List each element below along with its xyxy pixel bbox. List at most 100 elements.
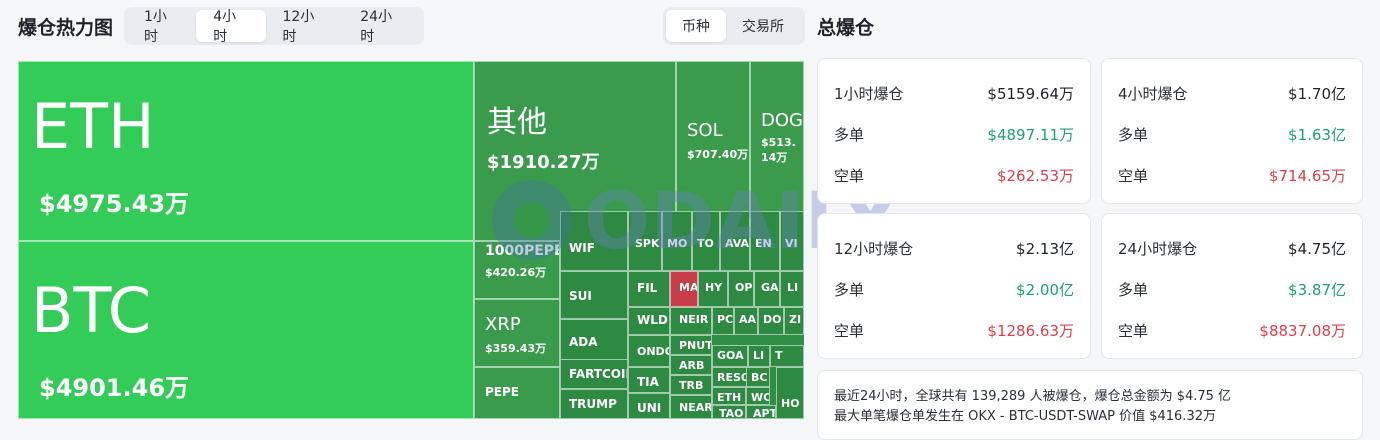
tile-symbol: FARTCOIN <box>569 367 627 381</box>
treemap-tile-t[interactable]: T <box>770 345 804 367</box>
treemap-tile-eth[interactable]: ETH $4975.43万 <box>18 61 474 241</box>
tile-symbol: OP <box>735 281 753 294</box>
treemap-tile-fartcoin[interactable]: FARTCOIN <box>560 359 628 389</box>
treemap-tile-pepe[interactable]: PEPE <box>474 367 560 419</box>
long-label: 多单 <box>834 281 865 299</box>
tab-4h[interactable]: 4小时 <box>196 9 266 45</box>
long-value: $3.87亿 <box>1288 281 1346 299</box>
treemap-tile-pnut[interactable]: PNUT <box>670 335 712 355</box>
treemap-tile-spk[interactable]: SPK <box>628 211 662 271</box>
tab-1h[interactable]: 1小时 <box>144 9 167 45</box>
treemap-tile-li[interactable]: LI <box>780 271 804 307</box>
long-label: 多单 <box>834 126 865 144</box>
tile-symbol: ARB <box>679 359 705 372</box>
treemap-tile-trump[interactable]: TRUMP <box>560 389 628 419</box>
treemap-tile-aa[interactable]: AA <box>734 307 758 335</box>
tile-symbol: WIF <box>569 241 595 255</box>
tile-symbol: TRUMP <box>569 397 617 411</box>
treemap-tile-zi[interactable]: ZI <box>784 307 804 335</box>
heatmap-title: 爆仓热力图 <box>18 17 114 39</box>
summary-card-4h: 4小时爆仓 $1.70亿 多单 $1.63亿 空单 $714.65万 <box>1101 58 1363 204</box>
tile-amount: $513.14万 <box>761 136 796 164</box>
short-label: 空单 <box>834 167 865 185</box>
treemap-tile-sui[interactable]: SUI <box>560 271 628 319</box>
treemap-tile-pc[interactable]: PC <box>712 307 734 335</box>
card-title: 12小时爆仓 <box>834 240 914 258</box>
treemap-tile-1000pepe[interactable]: 1000PEPE $420.26万 <box>474 241 560 299</box>
treemap-tile-xrp[interactable]: XRP $359.43万 <box>474 299 560 367</box>
tile-symbol: GOA <box>717 349 744 362</box>
tile-symbol: FIL <box>637 281 658 295</box>
tile-symbol: NEAR <box>679 401 712 414</box>
long-label: 多单 <box>1118 281 1149 299</box>
treemap-tile-op[interactable]: OP <box>728 271 754 307</box>
treemap-tile-arb[interactable]: ARB <box>670 355 712 375</box>
tile-symbol: TAO <box>719 407 744 419</box>
tile-symbol: MO <box>667 237 688 250</box>
treemap-tile-ga[interactable]: GA <box>754 271 780 307</box>
treemap-tile-tia[interactable]: TIA <box>628 367 670 393</box>
treemap-tile-uni[interactable]: UNI <box>628 393 670 419</box>
treemap-tile-near[interactable]: NEAR <box>670 395 712 419</box>
tile-symbol: APT <box>753 407 776 419</box>
tile-symbol: PC <box>717 313 734 326</box>
treemap-tile-wif[interactable]: WIF <box>560 211 628 271</box>
liquidation-treemap: ETH $4975.43万 BTC $4901.46万 其他 $1910.27万 SOL $7… <box>18 61 804 419</box>
treemap-tile-en[interactable]: EN <box>750 211 780 271</box>
tab-24h[interactable]: 24小时 <box>360 9 393 45</box>
tab-exchange[interactable]: 交易所 <box>742 19 784 35</box>
tile-symbol: DOG <box>761 110 803 131</box>
tile-symbol: T <box>775 349 783 362</box>
treemap-tile-to[interactable]: TO <box>692 211 720 271</box>
short-value: $714.65万 <box>1268 167 1346 185</box>
tile-symbol: TRB <box>679 379 704 392</box>
treemap-tile-neir[interactable]: NEIR <box>670 307 712 335</box>
card-title: 4小时爆仓 <box>1118 85 1188 103</box>
tile-symbol: ADA <box>569 335 598 349</box>
treemap-tile-wld[interactable]: WLD <box>628 307 670 335</box>
treemap-tile-bc[interactable]: BC <box>746 367 770 387</box>
treemap-tile-ma[interactable]: MA <box>670 271 698 307</box>
treemap-tile-hy[interactable]: HY <box>698 271 728 307</box>
treemap-tile-reso[interactable]: RESO <box>712 367 748 387</box>
tile-symbol: BTC <box>31 274 152 347</box>
tab-12h[interactable]: 12小时 <box>282 9 315 45</box>
tile-symbol: EN <box>755 237 772 250</box>
treemap-tile-li[interactable]: LI <box>748 345 770 367</box>
treemap-tile-apt[interactable]: APT <box>746 405 776 419</box>
tab-coin[interactable]: 币种 <box>666 10 726 42</box>
tile-symbol: SOL <box>687 120 723 141</box>
tile-amount: $420.26万 <box>485 266 547 279</box>
short-label: 空单 <box>1118 167 1149 185</box>
treemap-tile-mo[interactable]: MO <box>662 211 692 271</box>
card-total: $4.75亿 <box>1288 240 1346 258</box>
tile-symbol: VI <box>785 237 798 250</box>
treemap-tile-tao[interactable]: TAO <box>712 405 746 419</box>
treemap-tile-ho[interactable]: HO <box>776 367 804 419</box>
tile-symbol: HY <box>705 281 723 294</box>
treemap-tile-ondo[interactable]: ONDO <box>628 335 670 367</box>
tile-amount: $4901.46万 <box>39 374 190 402</box>
treemap-tile-trb[interactable]: TRB <box>670 375 712 395</box>
tile-symbol: ZI <box>789 313 802 326</box>
treemap-tile-vi[interactable]: VI <box>780 211 804 271</box>
treemap-tile-btc[interactable]: BTC $4901.46万 <box>18 241 474 419</box>
tile-symbol: HO <box>781 397 800 410</box>
long-value: $1.63亿 <box>1288 126 1346 144</box>
treemap-tile-goa[interactable]: GOA <box>712 345 748 367</box>
card-title: 1小时爆仓 <box>834 85 904 103</box>
treemap-tile-do[interactable]: DO <box>758 307 784 335</box>
tile-symbol: XRP <box>485 314 521 335</box>
treemap-tile-fil[interactable]: FIL <box>628 271 670 307</box>
treemap-tile-wc[interactable]: WC <box>746 387 770 405</box>
short-label: 空单 <box>1118 322 1149 340</box>
tile-symbol: ETH <box>31 90 155 163</box>
treemap-tile-ava[interactable]: AVA <box>720 211 750 271</box>
short-label: 空单 <box>834 322 865 340</box>
tile-symbol: BC <box>751 371 768 384</box>
tile-symbol: SPK <box>635 237 660 250</box>
treemap-tile-eth[interactable]: ETH <box>712 387 746 405</box>
tile-symbol: WLD <box>637 313 668 327</box>
info-line-largest: 最大单笔爆仓单发生在 OKX - BTC-USDT-SWAP 价值 $416.3… <box>834 409 1216 424</box>
tile-symbol: 1000PEPE <box>485 243 560 259</box>
